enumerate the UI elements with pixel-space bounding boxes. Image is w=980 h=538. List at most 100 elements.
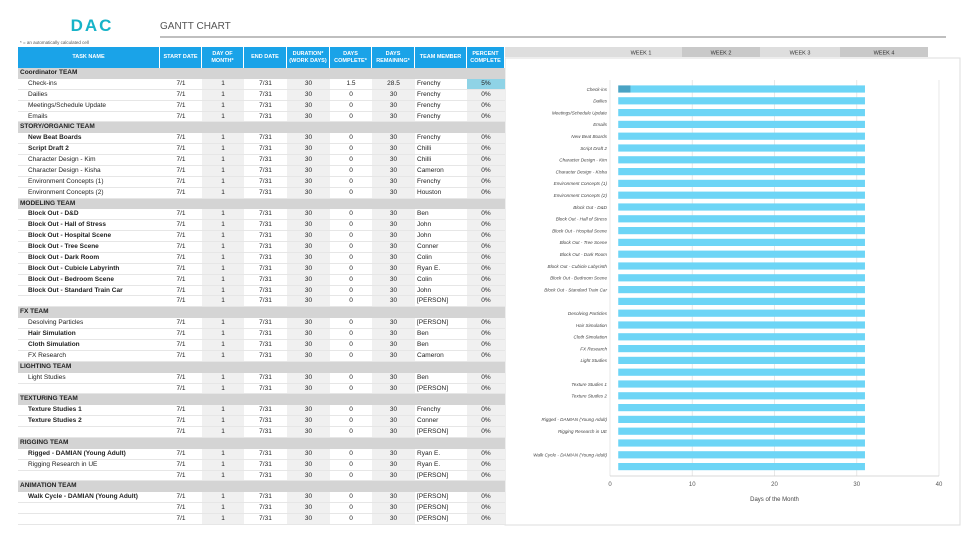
gantt-bar (618, 215, 865, 223)
table-cell: 7/1 (160, 209, 202, 221)
table-cell: 30 (372, 144, 415, 156)
table-cell: 7/1 (160, 384, 202, 395)
table-cell: Desolving Particles (18, 318, 160, 330)
table-cell: 1 (202, 209, 244, 221)
table-cell: 0% (467, 100, 505, 112)
table-cell: 7/31 (244, 79, 287, 90)
table-cell: Colin (415, 275, 467, 286)
table-cell: 0 (330, 416, 372, 428)
page-title: GANTT CHART (160, 21, 231, 32)
table-cell: 7/31 (244, 460, 287, 471)
table-cell: 30 (287, 187, 330, 199)
table-cell: 30 (287, 263, 330, 275)
gantt-bar (618, 427, 865, 435)
table-cell: 1 (202, 459, 244, 471)
table-cell (18, 471, 160, 482)
table-cell: 0% (467, 285, 505, 297)
table-cell: 30 (372, 263, 415, 275)
table-cell: Conner (415, 242, 467, 253)
table-cell: 7/1 (160, 231, 202, 243)
y-tick-label: Block Out - D&D (573, 205, 607, 210)
week-header-blank (505, 47, 600, 57)
table-cell: Frenchy (415, 90, 467, 101)
table-cell: 30 (287, 296, 330, 308)
table-cell: Conner (415, 416, 467, 428)
table-cell: Chilli (415, 155, 467, 166)
table-cell: 0% (467, 155, 505, 166)
y-tick-label: New Beat Boards (571, 134, 607, 139)
y-tick-label: Cloth Simulation (574, 335, 608, 340)
y-tick-label: Texture Studies 1 (571, 382, 607, 387)
table-cell: 30 (372, 459, 415, 471)
table-cell: 0% (467, 187, 505, 199)
table-cell: 7/31 (244, 133, 287, 145)
table-cell: Frenchy (415, 405, 467, 417)
y-tick-label: Block Out - Standard Train Car (544, 287, 607, 292)
table-cell: 30 (372, 242, 415, 253)
table-cell: 30 (287, 492, 330, 504)
y-tick-label: Texture Studies 2 (571, 394, 607, 399)
table-cell: 0 (330, 209, 372, 221)
week-label: WEEK 4 (874, 51, 895, 57)
table-cell: 1 (202, 285, 244, 297)
table-cell: Block Out - Cubicle Labyrinth (18, 264, 160, 275)
table-cell: 1 (202, 448, 244, 460)
table-cell: 7/31 (244, 286, 287, 297)
table-cell: 1 (202, 100, 244, 112)
y-tick-label: FX Research (580, 346, 607, 351)
table-cell: 30 (287, 89, 330, 101)
table-cell: 30 (372, 405, 415, 417)
section-header: ANIMATION TEAM (18, 481, 505, 493)
note: * = an automatically calculated cell (20, 40, 89, 45)
table-cell (18, 514, 160, 525)
table-cell: 1 (202, 470, 244, 482)
table-cell: 1 (202, 220, 244, 232)
table-cell: 30 (287, 503, 330, 515)
gantt-bar (618, 333, 865, 341)
table-cell: Dailies (18, 90, 160, 101)
week-label: WEEK 1 (631, 51, 652, 57)
gantt-bar (618, 286, 865, 294)
table-cell: 7/31 (244, 492, 287, 504)
table-cell: Frenchy (415, 133, 467, 145)
table-cell: Block Out - Dark Room (18, 253, 160, 264)
table-cell: 7/1 (160, 133, 202, 145)
table-cell (18, 427, 160, 438)
table-cell: 30 (287, 155, 330, 166)
gantt-bar (618, 120, 865, 128)
table-cell: 30 (372, 503, 415, 515)
table-cell: 0% (467, 350, 505, 362)
table-cell: 30 (372, 274, 415, 286)
y-tick-label: Block Out - Hall of Stress (556, 217, 608, 222)
table-cell: 7/31 (244, 231, 287, 243)
gantt-bar (618, 97, 865, 105)
x-axis-label: Days of the Month (750, 497, 799, 503)
table-cell: Frenchy (415, 112, 467, 123)
table-cell: 7/31 (244, 471, 287, 482)
y-tick-label: Environment Concepts (1) (554, 181, 608, 186)
table-cell: 7/1 (160, 286, 202, 297)
table-cell: 30 (372, 209, 415, 221)
table-cell: 0% (467, 165, 505, 177)
table-cell: 30 (372, 133, 415, 145)
y-tick-label: Block Out - Hospital Scene (552, 228, 607, 233)
table-cell: 7/1 (160, 514, 202, 525)
table-cell: 1 (202, 405, 244, 417)
table-cell: 1 (202, 155, 244, 166)
table-cell: [PERSON] (415, 471, 467, 482)
table-cell: Walk Cycle - DAMIAN (Young Adult) (18, 492, 160, 504)
table-cell: 0% (467, 459, 505, 471)
table-cell: 30 (372, 165, 415, 177)
table-cell: 7/31 (244, 503, 287, 515)
table-cell: 0 (330, 155, 372, 166)
table-cell: 30 (287, 274, 330, 286)
table-cell: [PERSON] (415, 318, 467, 330)
table-cell: 30 (287, 78, 330, 90)
table-cell: 7/1 (160, 329, 202, 340)
table-cell: 7/31 (244, 209, 287, 221)
table-cell: Frenchy (415, 177, 467, 188)
table-cell: 30 (287, 329, 330, 340)
table-cell: 0 (330, 471, 372, 482)
table-cell: Ben (415, 329, 467, 340)
